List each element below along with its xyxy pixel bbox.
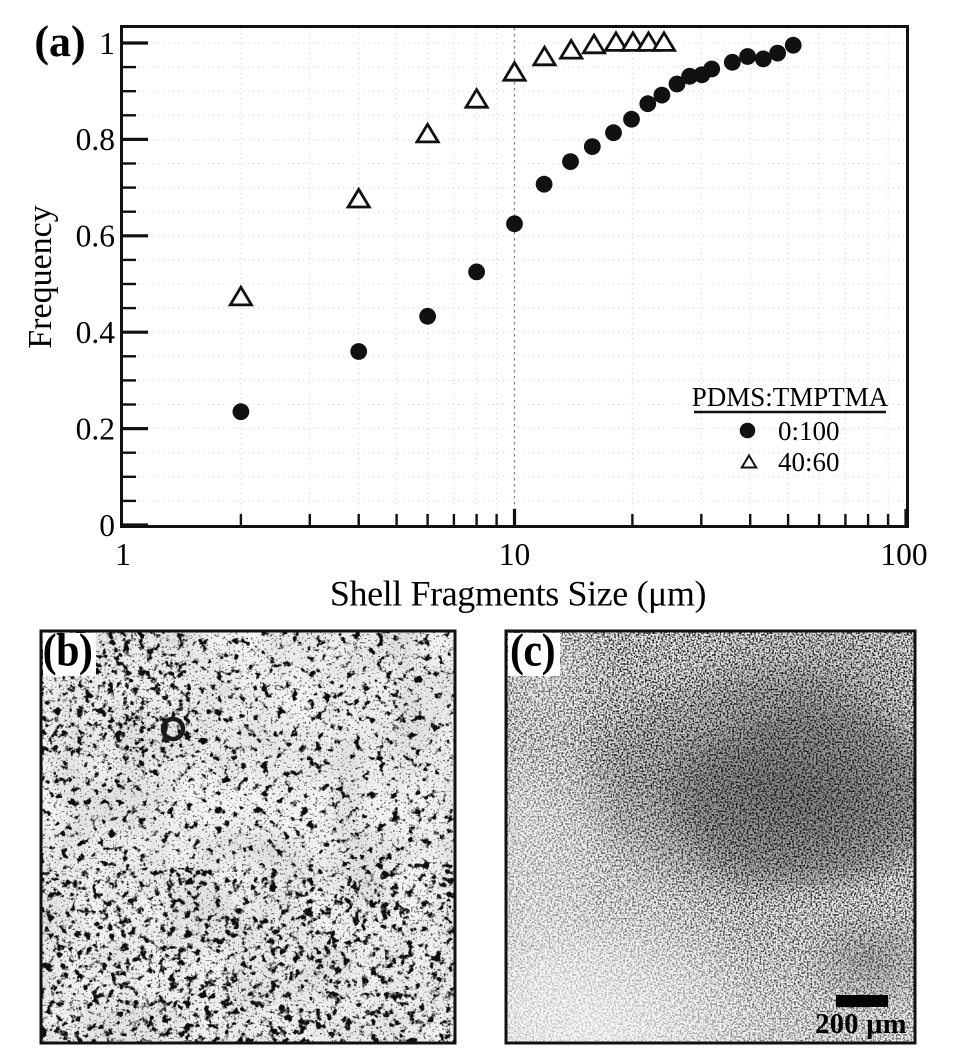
svg-text:0.2: 0.2 bbox=[76, 411, 115, 446]
svg-text:100: 100 bbox=[880, 537, 927, 572]
svg-text:40:60: 40:60 bbox=[778, 447, 840, 477]
svg-text:Frequency: Frequency bbox=[22, 205, 59, 349]
svg-text:0:100: 0:100 bbox=[778, 416, 840, 446]
svg-text:0.6: 0.6 bbox=[76, 219, 115, 254]
svg-text:0.8: 0.8 bbox=[76, 122, 115, 157]
svg-text:(b): (b) bbox=[43, 623, 93, 676]
svg-text:0: 0 bbox=[99, 508, 115, 543]
svg-text:0.4: 0.4 bbox=[76, 315, 116, 350]
svg-text:200 μm: 200 μm bbox=[815, 1009, 907, 1040]
svg-text:Shell Fragments Size (μm): Shell Fragments Size (μm) bbox=[330, 574, 706, 614]
svg-text:(c): (c) bbox=[510, 623, 555, 676]
svg-text:PDMS:TMPTMA: PDMS:TMPTMA bbox=[692, 382, 889, 412]
svg-text:1: 1 bbox=[115, 537, 131, 572]
svg-text:1: 1 bbox=[99, 26, 115, 61]
svg-text:10: 10 bbox=[499, 537, 531, 572]
svg-text:(a): (a) bbox=[34, 17, 85, 66]
